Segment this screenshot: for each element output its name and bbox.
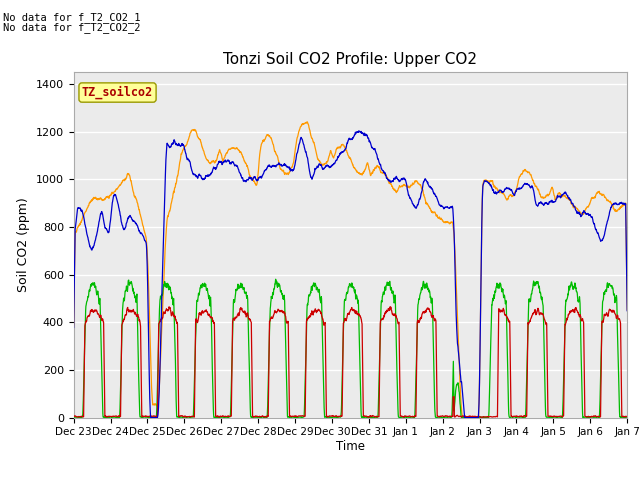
X-axis label: Time: Time	[336, 440, 365, 453]
Title: Tonzi Soil CO2 Profile: Upper CO2: Tonzi Soil CO2 Profile: Upper CO2	[223, 52, 477, 67]
Text: No data for f_T2_CO2_1: No data for f_T2_CO2_1	[3, 12, 141, 23]
Y-axis label: Soil CO2 (ppm): Soil CO2 (ppm)	[17, 197, 30, 292]
Text: TZ_soilco2: TZ_soilco2	[82, 86, 153, 99]
Text: No data for f_T2_CO2_2: No data for f_T2_CO2_2	[3, 22, 141, 33]
